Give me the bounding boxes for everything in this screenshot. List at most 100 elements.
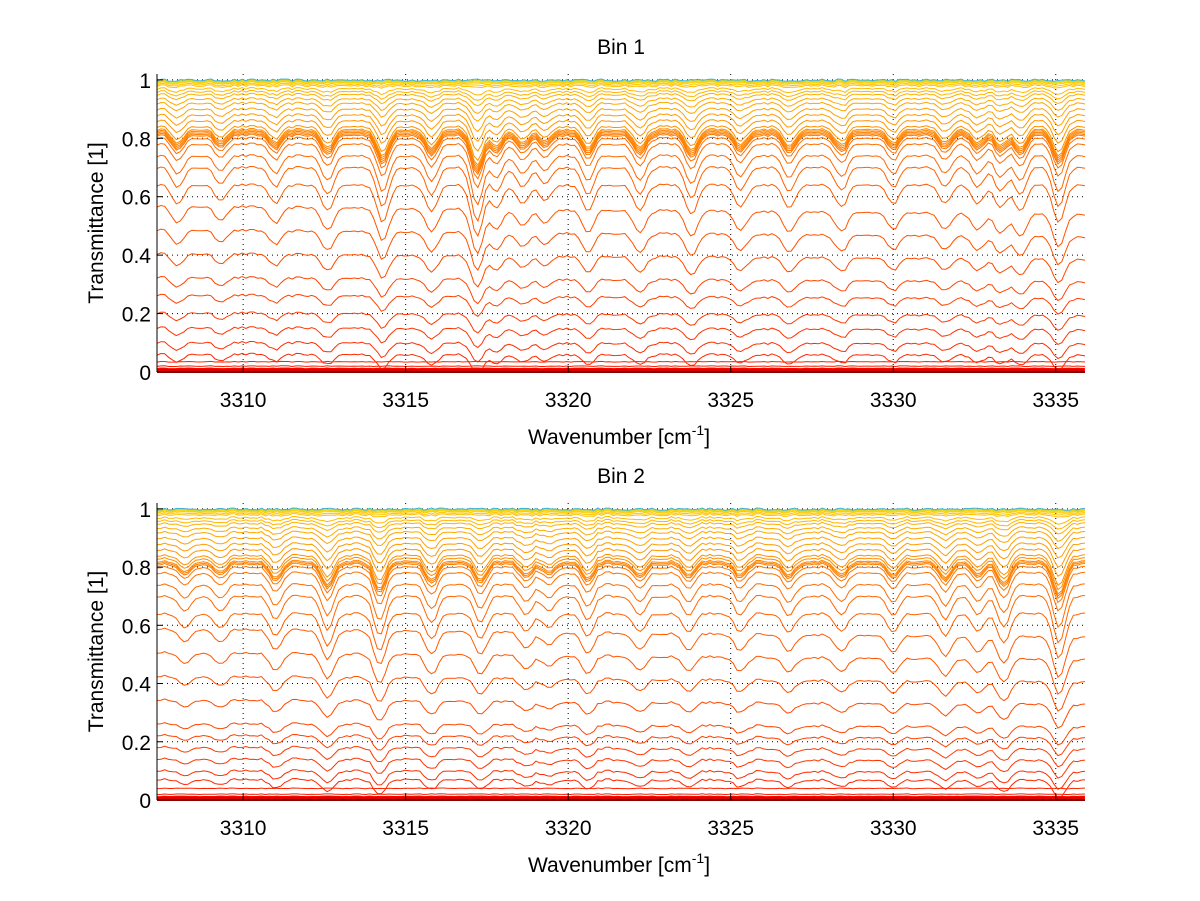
series-line [156, 542, 1086, 568]
series-line [156, 553, 1086, 586]
series-line [156, 526, 1086, 542]
x-axis-label: Wavenumber [cm-1] [528, 850, 710, 877]
x-tick-label: 3315 [382, 817, 429, 840]
series-line [156, 515, 1086, 525]
x-axis-label-text: Wavenumber [cm [528, 426, 692, 449]
axes-frame [156, 503, 1085, 801]
x-tick-label: 3330 [870, 817, 917, 840]
x-axis-label-end: ] [704, 854, 710, 877]
series-line [156, 275, 1086, 305]
x-axis-label-end: ] [704, 426, 710, 449]
series-line [156, 340, 1086, 363]
series-line [156, 81, 1086, 86]
series-line [156, 89, 1086, 101]
y-ticks: 0 0.2 0.4 0.6 0.8 1 [122, 499, 163, 813]
subplot-bin-1: 3310 3315 3320 3325 3330 3335 00.20.40.60.81 … [85, 36, 1086, 449]
y-axis-label: Transmittance [1] [85, 571, 108, 732]
series-line [156, 78, 1086, 82]
series-line [156, 142, 1086, 189]
y-tick-label: 0.6 [122, 615, 151, 638]
series-line [156, 92, 1086, 107]
series-line [156, 101, 1086, 122]
series-line [156, 508, 1086, 512]
x-tick-label: 3325 [707, 389, 754, 412]
baseline-band [158, 796, 1084, 800]
series-line [156, 722, 1086, 746]
series-line [156, 582, 1086, 628]
series-line [156, 511, 1086, 516]
plot-area [157, 74, 1085, 372]
series-line [156, 559, 1086, 595]
series-line [156, 125, 1086, 162]
series-line [156, 757, 1086, 779]
y-tick-label: 0.8 [122, 128, 151, 151]
series-line [156, 787, 1086, 790]
y-tick-label: 0 [139, 790, 151, 813]
series-line [156, 365, 1086, 368]
series-line [156, 326, 1086, 349]
series-line [156, 777, 1086, 799]
y-ticks: 0 0.2 0.4 0.6 0.8 1 [122, 70, 163, 385]
series-line [156, 129, 1086, 169]
series-line [156, 165, 1086, 223]
series-line [156, 513, 1086, 518]
y-tick-label: 0.4 [122, 245, 152, 268]
x-axis-label: Wavenumber [cm-1] [528, 422, 710, 449]
x-tick-label: 3335 [1032, 389, 1079, 412]
series-line [156, 562, 1086, 600]
x-axis-label-superscript: -1 [692, 422, 705, 438]
series-line [156, 556, 1086, 591]
series-line [156, 571, 1086, 612]
series-line [156, 133, 1086, 176]
series-line [156, 510, 1086, 514]
series-line [156, 293, 1086, 317]
series-line [156, 536, 1086, 559]
x-tick-label: 3315 [382, 389, 429, 412]
x-tick-label: 3335 [1032, 817, 1079, 840]
series-line [156, 84, 1086, 89]
plot-area [157, 503, 1085, 800]
series-line [156, 204, 1086, 255]
series-line [156, 745, 1086, 768]
series-line [156, 793, 1086, 796]
series-line [156, 612, 1086, 659]
series-line [156, 352, 1086, 373]
series-line [156, 132, 1086, 173]
series-line [156, 594, 1086, 644]
y-tick-label: 1 [139, 70, 151, 93]
series-line [156, 733, 1086, 757]
series-line [156, 136, 1086, 180]
series-line [156, 651, 1086, 695]
series-line [156, 509, 1086, 513]
chart-title: Bin 1 [597, 36, 645, 59]
y-tick-label: 0.4 [122, 674, 152, 697]
y-tick-label: 0.2 [122, 732, 151, 755]
x-tick-label: 3325 [707, 817, 754, 840]
y-tick-label: 0.8 [122, 557, 151, 580]
x-tick-label: 3310 [220, 817, 267, 840]
subplot-bin-2: 3310 3315 3320 3325 3330 3335 00.20.40.60.81 … [85, 465, 1086, 877]
series-line [156, 183, 1086, 238]
series-line [156, 87, 1086, 96]
y-axis-label: Transmittance [1] [85, 142, 108, 303]
series-line [156, 154, 1086, 206]
series-line [156, 82, 1086, 87]
y-tick-label: 0 [139, 362, 151, 385]
series-line [156, 547, 1086, 578]
series-line [156, 119, 1086, 152]
series-line [156, 311, 1086, 334]
series-line [156, 97, 1086, 115]
y-tick-label: 0.2 [122, 304, 151, 327]
y-tick-label: 1 [139, 499, 151, 522]
series-lines [156, 78, 1086, 373]
x-ticks: 3310 3315 3320 3325 3330 3335 [220, 366, 1079, 412]
x-axis-label-text: Wavenumber [cm [528, 854, 692, 877]
series-line [156, 674, 1086, 712]
x-tick-label: 3320 [545, 389, 592, 412]
series-line [156, 80, 1086, 84]
x-ticks: 3310 3315 3320 3325 3330 3335 [220, 794, 1079, 840]
series-line [156, 769, 1086, 790]
series-line [156, 127, 1086, 167]
series-line [156, 698, 1086, 729]
